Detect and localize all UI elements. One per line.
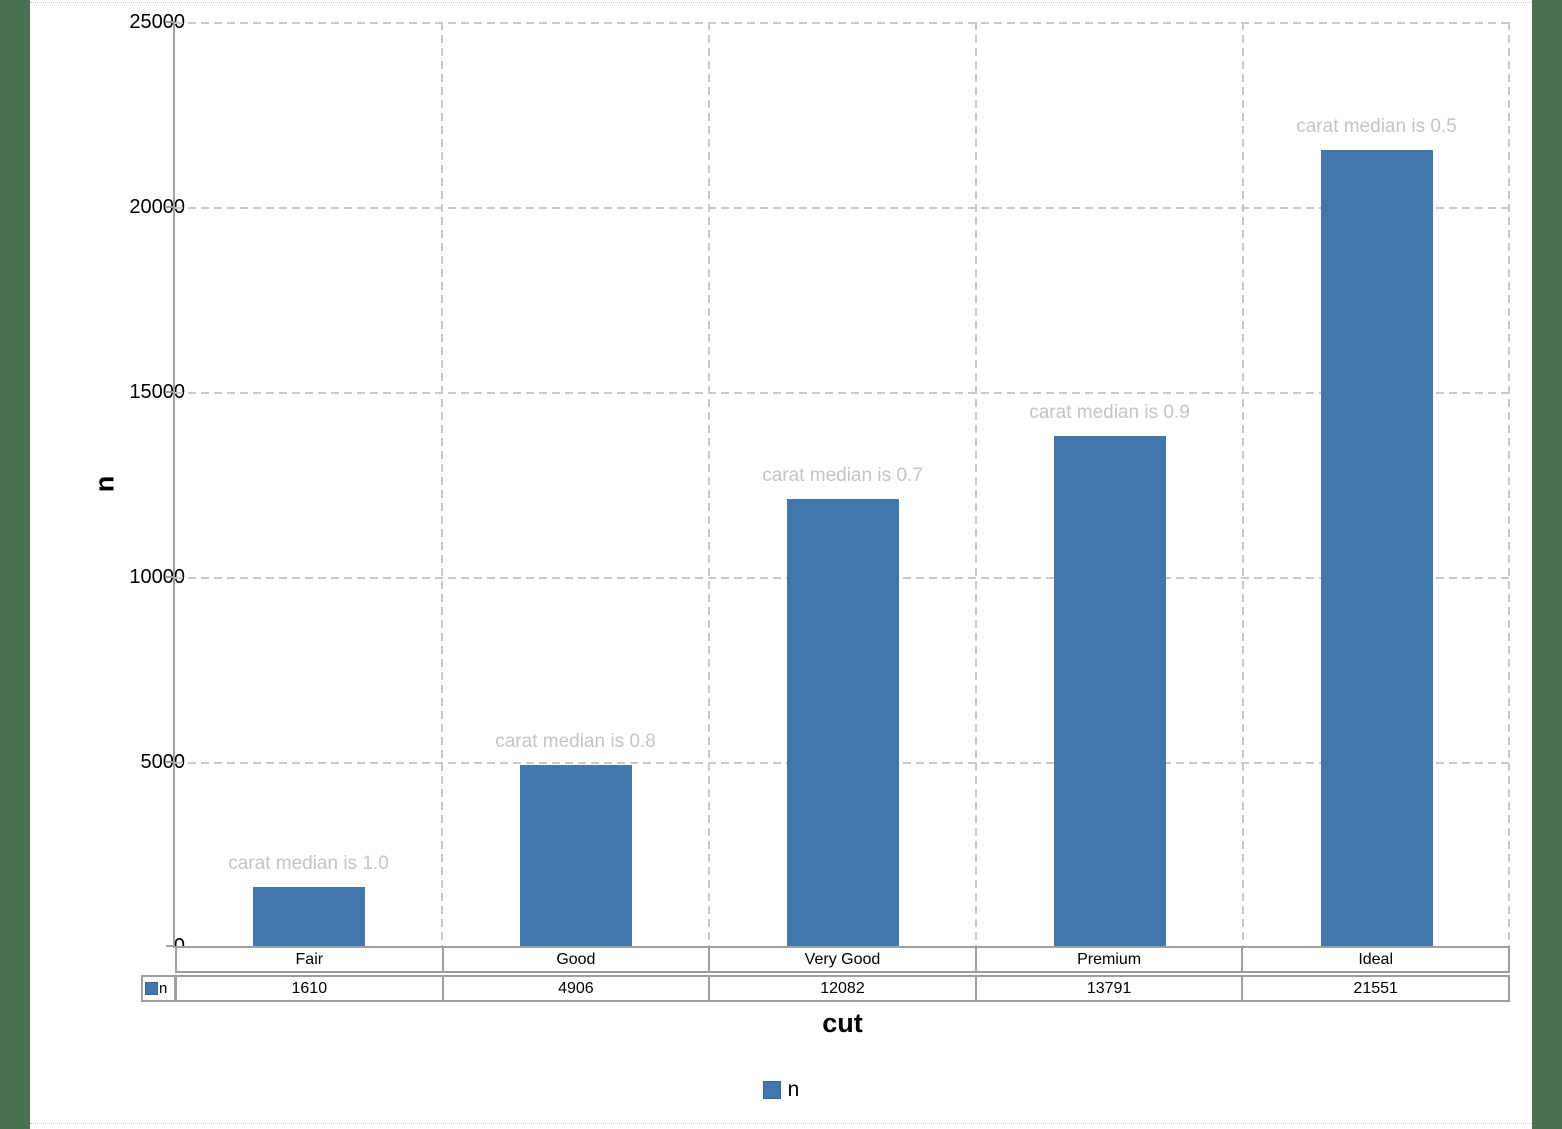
value-cell: 12082 <box>708 977 975 1000</box>
legend[interactable]: n <box>30 1078 1532 1102</box>
bar-annotation: carat median is 0.5 <box>1296 115 1457 137</box>
y-tick <box>166 21 175 23</box>
category-cell: Premium <box>974 948 1242 971</box>
value-cell: 21551 <box>1241 977 1508 1000</box>
value-cell: 4906 <box>441 977 709 1000</box>
x-axis-title: cut <box>822 1008 863 1038</box>
category-cell: Very Good <box>708 948 975 971</box>
chart-panel-border <box>30 2 1532 1124</box>
y-tick-label: 25000 <box>129 11 185 33</box>
v-gridline <box>975 22 977 946</box>
bar-very-good[interactable] <box>786 499 899 946</box>
y-tick <box>166 391 175 393</box>
data-table-value-row: 1610 4906 12082 13791 21551 <box>175 975 1510 1002</box>
data-table-legend-key-cell: n <box>141 975 176 1002</box>
legend-label: n <box>787 1078 800 1101</box>
y-tick <box>166 576 175 578</box>
y-tick-label: 10000 <box>129 566 185 588</box>
category-cell: Ideal <box>1241 948 1508 971</box>
y-axis-line <box>173 22 175 948</box>
v-gridline <box>441 22 443 946</box>
bar-ideal[interactable] <box>1320 149 1433 946</box>
category-cell: Good <box>441 948 709 971</box>
bar-good[interactable] <box>519 764 632 946</box>
v-gridline <box>708 22 710 946</box>
y-tick-label: 20000 <box>129 196 185 218</box>
v-gridline <box>1242 22 1244 946</box>
value-cell: 13791 <box>974 977 1242 1000</box>
plot-area: carat median is 1.0 carat median is 0.8 … <box>166 21 1510 948</box>
v-gridline <box>1508 22 1510 946</box>
bar-fair[interactable] <box>252 886 365 946</box>
bar-annotation: carat median is 0.7 <box>762 465 923 487</box>
bar-annotation: carat median is 0.8 <box>495 730 656 752</box>
h-gridline <box>175 392 1510 394</box>
y-tick <box>166 945 175 947</box>
y-tick <box>166 206 175 208</box>
series-swatch-icon <box>145 982 158 995</box>
bar-annotation: carat median is 1.0 <box>228 852 389 874</box>
y-tick-label: 15000 <box>129 381 185 403</box>
category-cell: Fair <box>295 950 324 968</box>
y-tick <box>166 761 175 763</box>
bar-premium[interactable] <box>1053 436 1166 946</box>
legend-swatch-icon <box>762 1081 781 1099</box>
chart-panel: n 25000 20000 15000 10000 5000 0 carat m… <box>30 0 1532 1129</box>
bar-annotation: carat median is 0.9 <box>1029 402 1190 424</box>
data-table-category-row: Fair Good Very Good Premium Ideal <box>175 946 1510 973</box>
h-gridline <box>175 22 1510 24</box>
h-gridline <box>175 207 1510 209</box>
series-key-label: n <box>159 980 168 997</box>
value-cell: 1610 <box>291 979 328 997</box>
y-axis-tick-labels: 25000 20000 15000 10000 5000 0 <box>85 11 185 957</box>
